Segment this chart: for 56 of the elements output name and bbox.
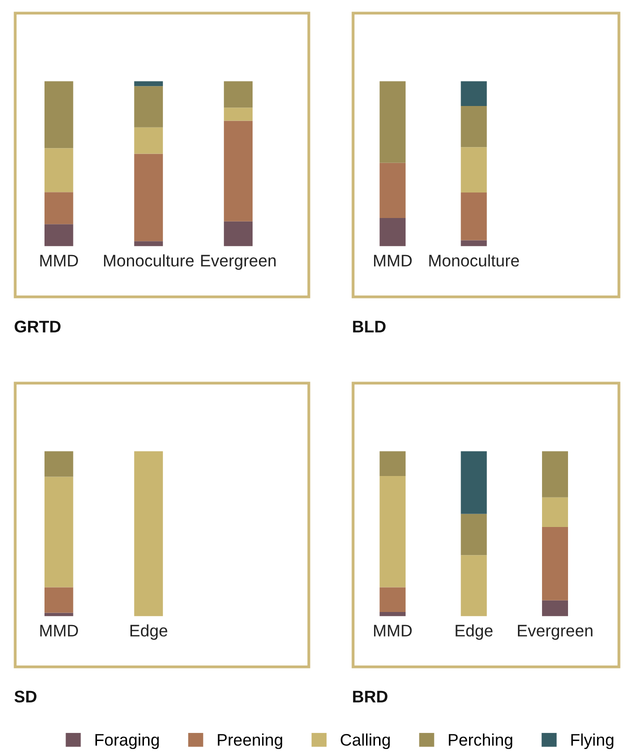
bar <box>44 476 74 588</box>
x-tick-label: MMD <box>374 624 412 636</box>
bar <box>380 451 406 476</box>
bar <box>380 587 406 612</box>
bar <box>380 218 406 246</box>
bar <box>380 476 406 588</box>
bar <box>224 81 253 108</box>
x-tick-label: MMD <box>40 254 78 266</box>
text: SD <box>14 690 36 702</box>
legend-label: Perching <box>448 734 512 750</box>
x-tick-label: MMD <box>374 254 412 266</box>
bar <box>460 192 487 240</box>
x-tick-label: Edge <box>130 624 168 640</box>
bar <box>542 497 568 528</box>
bar <box>44 451 74 477</box>
bar <box>44 148 74 192</box>
bar <box>542 527 568 600</box>
bar <box>542 600 568 616</box>
bar <box>44 612 74 616</box>
text: BLD <box>353 320 386 332</box>
bar <box>460 240 487 246</box>
bar <box>224 108 253 121</box>
x-tick-label: Edge <box>456 624 493 640</box>
bar <box>380 612 406 616</box>
bar <box>380 162 406 218</box>
legend-label: Preening <box>218 734 282 750</box>
x-tick-label: Evergreen <box>201 254 276 270</box>
x-tick-label: Evergreen <box>518 624 592 640</box>
x-tick-label: MMD <box>40 624 78 636</box>
bar <box>134 241 163 246</box>
bar <box>44 587 74 613</box>
bar <box>460 514 487 556</box>
legend-label: Flying <box>571 734 614 750</box>
x-tick-label: Monoculture <box>104 254 194 267</box>
x-tick-label: Monoculture <box>429 254 519 267</box>
text: BRD <box>353 690 388 702</box>
bar <box>460 555 487 616</box>
bar <box>460 147 487 192</box>
bar <box>134 154 163 242</box>
bar <box>44 192 74 224</box>
bar <box>134 81 163 86</box>
bar <box>44 81 74 148</box>
bar <box>134 86 163 128</box>
legend-label: Calling <box>340 734 390 750</box>
bar <box>224 120 253 222</box>
bar <box>460 81 487 106</box>
bar <box>542 451 568 498</box>
bar <box>224 221 253 246</box>
text: GRTD <box>14 320 61 332</box>
legend-label: Foraging <box>95 734 159 750</box>
bar <box>460 451 487 514</box>
bar <box>134 451 163 616</box>
bar <box>44 224 74 246</box>
bar <box>134 127 163 154</box>
bar <box>380 81 406 163</box>
bar <box>460 106 487 148</box>
